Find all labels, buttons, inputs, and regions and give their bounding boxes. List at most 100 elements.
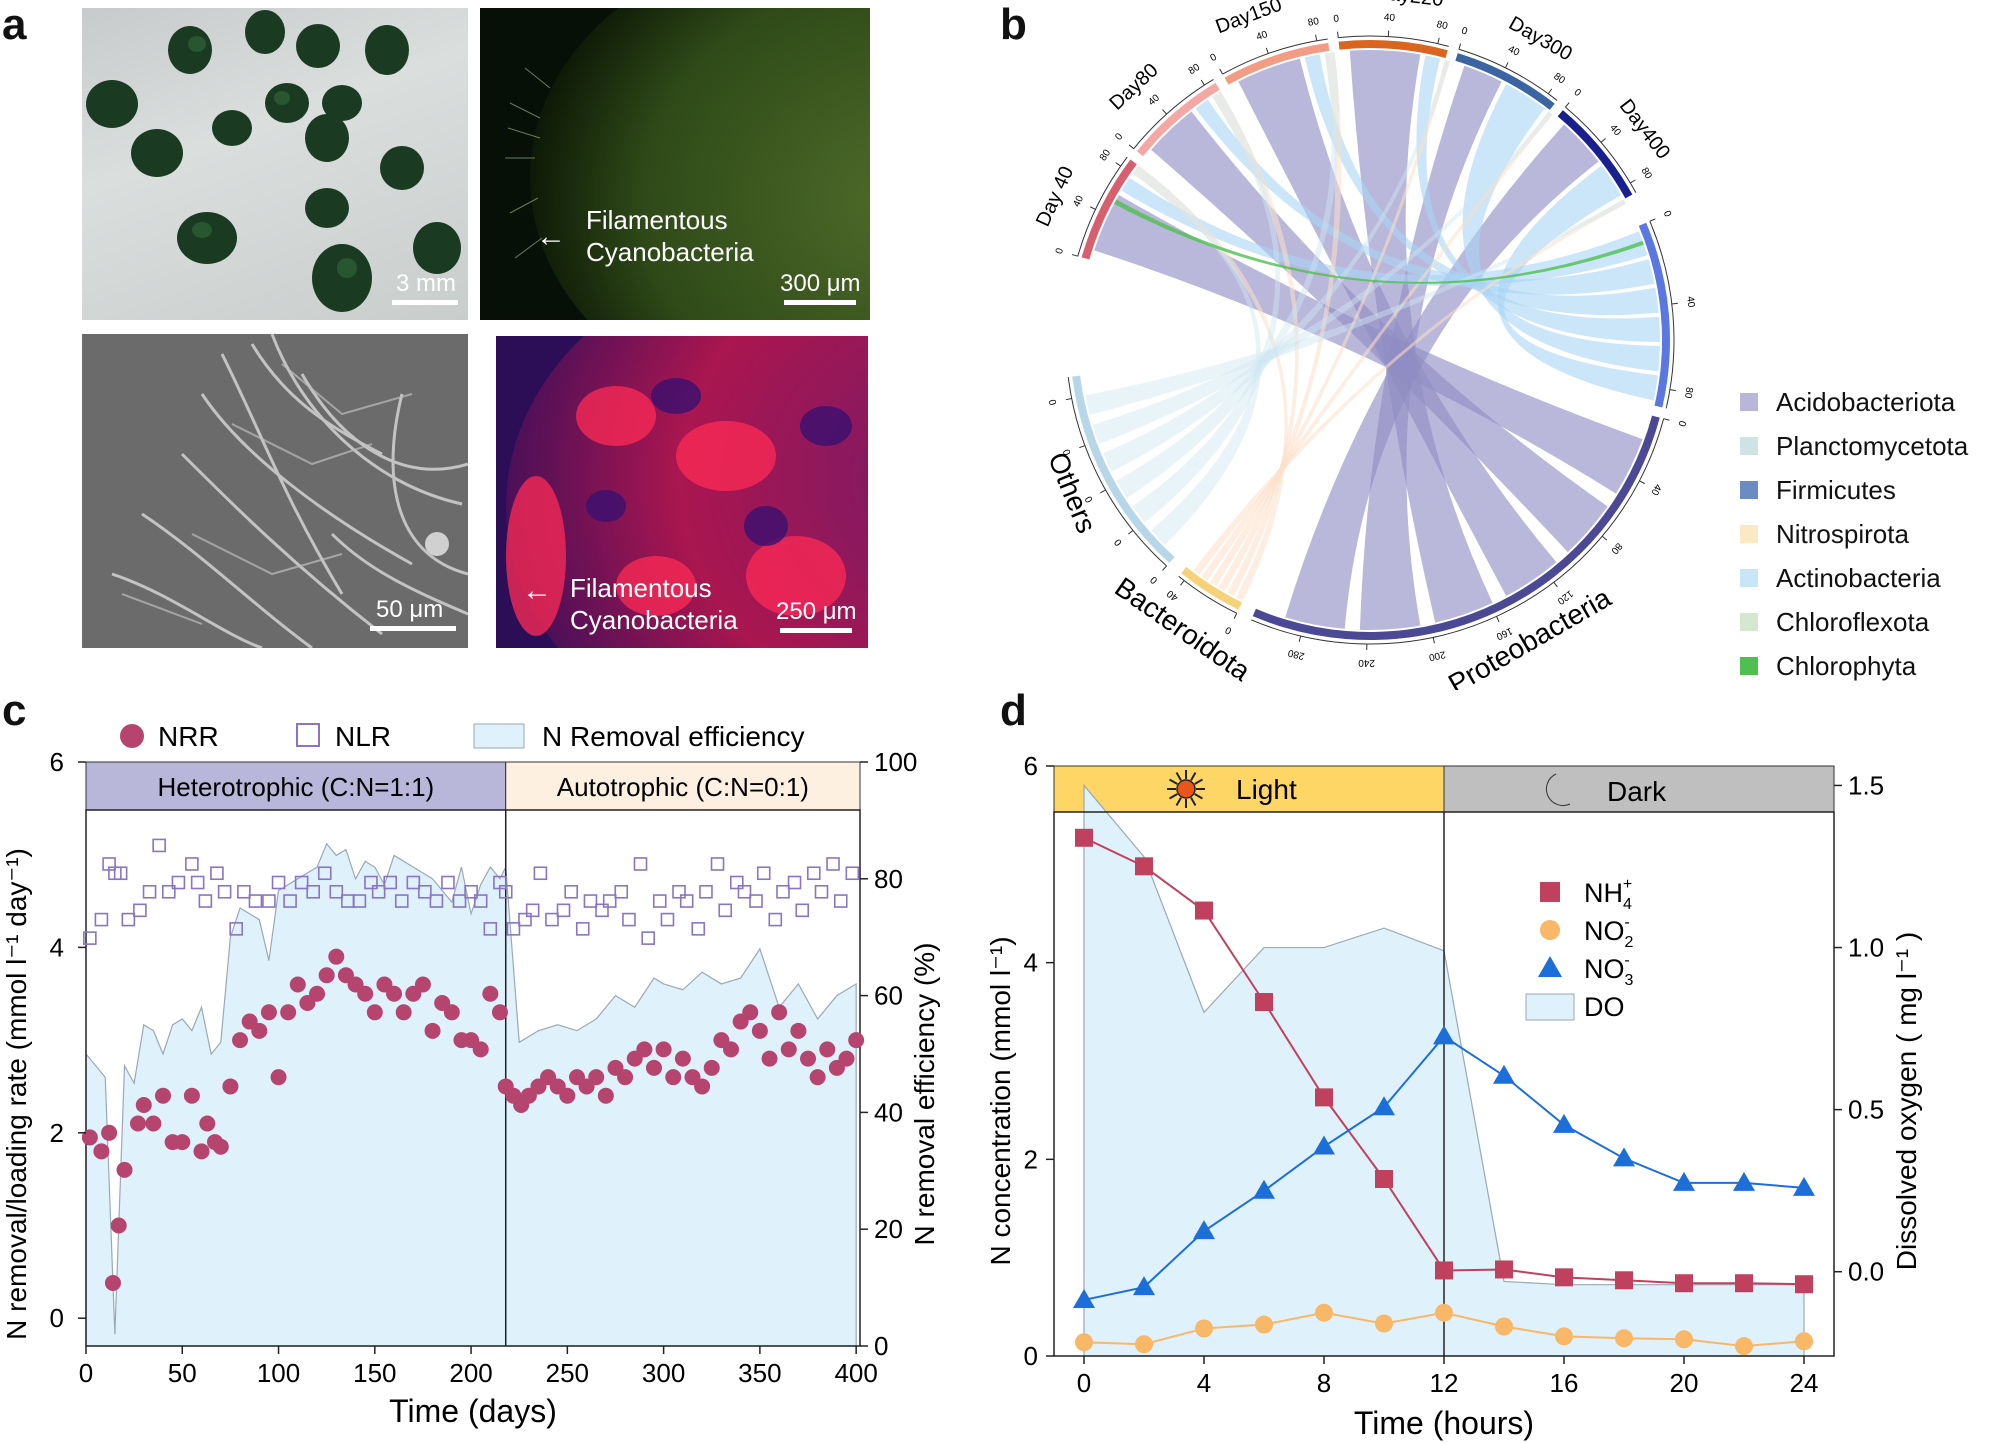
arc-tick-label: 80 bbox=[1682, 386, 1695, 399]
nlr-point bbox=[329, 884, 344, 899]
legend-label: NH4+ bbox=[1584, 876, 1632, 913]
series-point bbox=[1435, 1303, 1453, 1322]
y-tick-label: 6 bbox=[1024, 751, 1038, 781]
arc-tick bbox=[1437, 37, 1440, 44]
series-point bbox=[1315, 1303, 1333, 1322]
nrr-point bbox=[780, 1041, 797, 1058]
legend-label: Nitrospirota bbox=[1776, 518, 1909, 549]
series-point bbox=[1075, 1333, 1093, 1352]
nlr-point bbox=[756, 866, 771, 881]
nlr-point bbox=[776, 884, 790, 899]
legend-marker-nrr bbox=[120, 724, 144, 748]
arc-day80 bbox=[1136, 82, 1220, 157]
nrr-point bbox=[819, 1041, 836, 1058]
nlr-point bbox=[190, 875, 205, 890]
scale-bar bbox=[370, 626, 456, 631]
arc-tick bbox=[1071, 254, 1078, 257]
y2-tick-label: 40 bbox=[874, 1097, 903, 1127]
nlr-point bbox=[583, 894, 598, 908]
series-point bbox=[1615, 1271, 1633, 1290]
nrr-point bbox=[212, 1138, 229, 1155]
series-point bbox=[1255, 1315, 1273, 1334]
y-tick-label: 0 bbox=[50, 1303, 64, 1333]
nrr-point bbox=[104, 1274, 121, 1291]
nlr-point bbox=[133, 903, 147, 918]
nlr-point bbox=[737, 884, 752, 899]
nrr-point bbox=[597, 1087, 614, 1104]
nrr-point bbox=[366, 1004, 383, 1021]
series-point bbox=[1135, 1335, 1153, 1354]
nlr-point bbox=[383, 875, 398, 890]
arc-tick-label: 40 bbox=[1146, 92, 1162, 108]
arc-tick bbox=[1547, 88, 1553, 95]
nrr-point bbox=[357, 985, 374, 1002]
nlr-point bbox=[394, 894, 409, 908]
nrr-point bbox=[328, 948, 345, 965]
arc-tick-label: 0 bbox=[1661, 209, 1673, 219]
y-axis-label: N removal/loading rate (mmol l⁻¹ day⁻¹) bbox=[1, 848, 32, 1340]
y-tick-label: 2 bbox=[50, 1118, 64, 1148]
annotation-filamentous: Filamentous Cyanobacteria bbox=[570, 573, 738, 635]
series-point bbox=[1613, 1147, 1635, 1167]
x-tick-label: 16 bbox=[1550, 1368, 1579, 1398]
scale-bar bbox=[784, 300, 856, 305]
sun-ray bbox=[1194, 793, 1203, 800]
scale-bar bbox=[780, 628, 852, 633]
arc-tick bbox=[1219, 68, 1224, 75]
series-point bbox=[1793, 1176, 1815, 1196]
arc-tick-label: 0 bbox=[1113, 131, 1125, 143]
panel-label-c: c bbox=[2, 686, 27, 735]
nlr-point bbox=[237, 884, 251, 899]
nlr-point bbox=[198, 894, 213, 908]
x-tick-label: 50 bbox=[168, 1358, 197, 1388]
chord-ribbon bbox=[1285, 124, 1599, 629]
legend-superscript: - bbox=[1624, 952, 1629, 969]
nlr-point bbox=[533, 866, 548, 881]
arc-axis bbox=[1178, 575, 1237, 614]
arc-day400 bbox=[1557, 110, 1633, 199]
series-point bbox=[1495, 1317, 1513, 1336]
nlr-point bbox=[718, 903, 733, 918]
nlr-point bbox=[294, 875, 309, 890]
arc-tick bbox=[1504, 62, 1509, 69]
nlr-point bbox=[483, 922, 498, 936]
y-tick-label: 4 bbox=[50, 932, 64, 962]
plot-frame bbox=[85, 809, 861, 1347]
scale-bar bbox=[392, 300, 458, 305]
nlr-point bbox=[768, 912, 783, 927]
legend-label: Actinobacteria bbox=[1776, 562, 1941, 593]
arc-tick bbox=[1065, 398, 1072, 401]
nrr-point bbox=[674, 1050, 691, 1067]
legend-subscript: 3 bbox=[1625, 972, 1634, 989]
legend-swatch bbox=[1740, 613, 1758, 631]
nlr-point bbox=[575, 922, 590, 936]
series-point bbox=[1735, 1274, 1753, 1293]
nlr-point bbox=[271, 875, 286, 890]
x-axis-label: Time (hours) bbox=[1354, 1405, 1534, 1441]
arrow-icon: ← bbox=[522, 574, 552, 607]
series-point bbox=[1673, 1171, 1695, 1191]
nlr-point bbox=[152, 838, 166, 853]
nrr-point bbox=[771, 1004, 788, 1021]
nrr-point bbox=[199, 1115, 216, 1132]
nrr-point bbox=[280, 1004, 297, 1021]
nlr-point bbox=[441, 875, 455, 890]
sem-drawing bbox=[82, 334, 468, 648]
legend-item: Chloroflexota bbox=[1740, 600, 1968, 644]
legend-marker-efficiency bbox=[473, 723, 525, 749]
y2-tick-label: 0.5 bbox=[1848, 1095, 1884, 1125]
nrr-point bbox=[636, 1041, 653, 1058]
nlr-point bbox=[121, 912, 136, 927]
nrr-point bbox=[232, 1032, 249, 1049]
nlr-point bbox=[614, 884, 629, 899]
x-tick-label: 400 bbox=[834, 1358, 877, 1388]
nlr-point bbox=[473, 894, 488, 908]
chord-ribbon bbox=[1121, 177, 1648, 286]
nlr-point bbox=[545, 912, 559, 927]
arc-axis bbox=[1565, 106, 1637, 193]
arc-tick bbox=[1432, 637, 1435, 644]
nrr-point bbox=[491, 1004, 508, 1021]
nlr-point bbox=[217, 884, 232, 899]
nlr-point bbox=[672, 884, 686, 899]
arc-tick-label: 0 bbox=[1333, 13, 1340, 25]
